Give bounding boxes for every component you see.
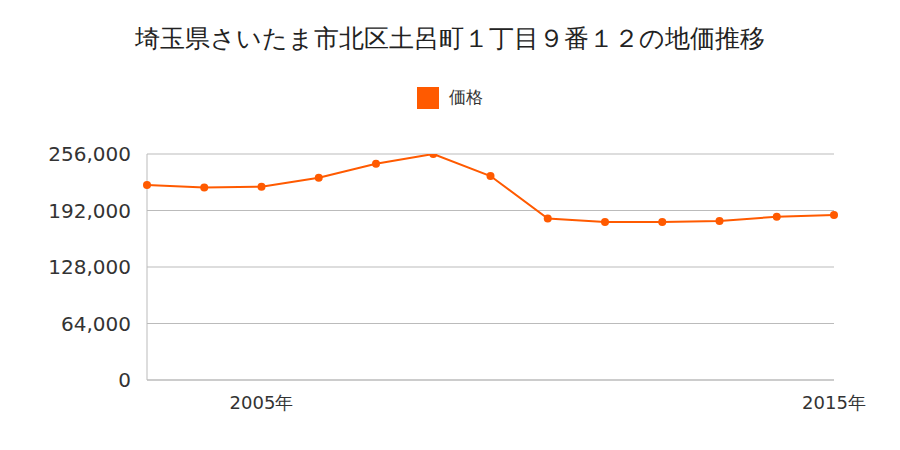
html-text:埼玉県さいたま市北区土呂町１丁目９番１２の地価推移: 埼玉県さいたま市北区土呂町１丁目９番１２の地価推移 xyxy=(135,24,765,53)
html-text:価格: 価格 xyxy=(449,87,483,107)
svg-text:0: 0 xyxy=(118,368,131,392)
svg-text:256,000: 256,000 xyxy=(48,142,131,166)
svg-text:64,000: 64,000 xyxy=(61,312,131,336)
svg-text:2015年: 2015年 xyxy=(802,392,866,413)
svg-text:192,000: 192,000 xyxy=(48,199,131,223)
svg-text:2005年: 2005年 xyxy=(230,392,294,413)
svg-text:128,000: 128,000 xyxy=(48,255,131,279)
